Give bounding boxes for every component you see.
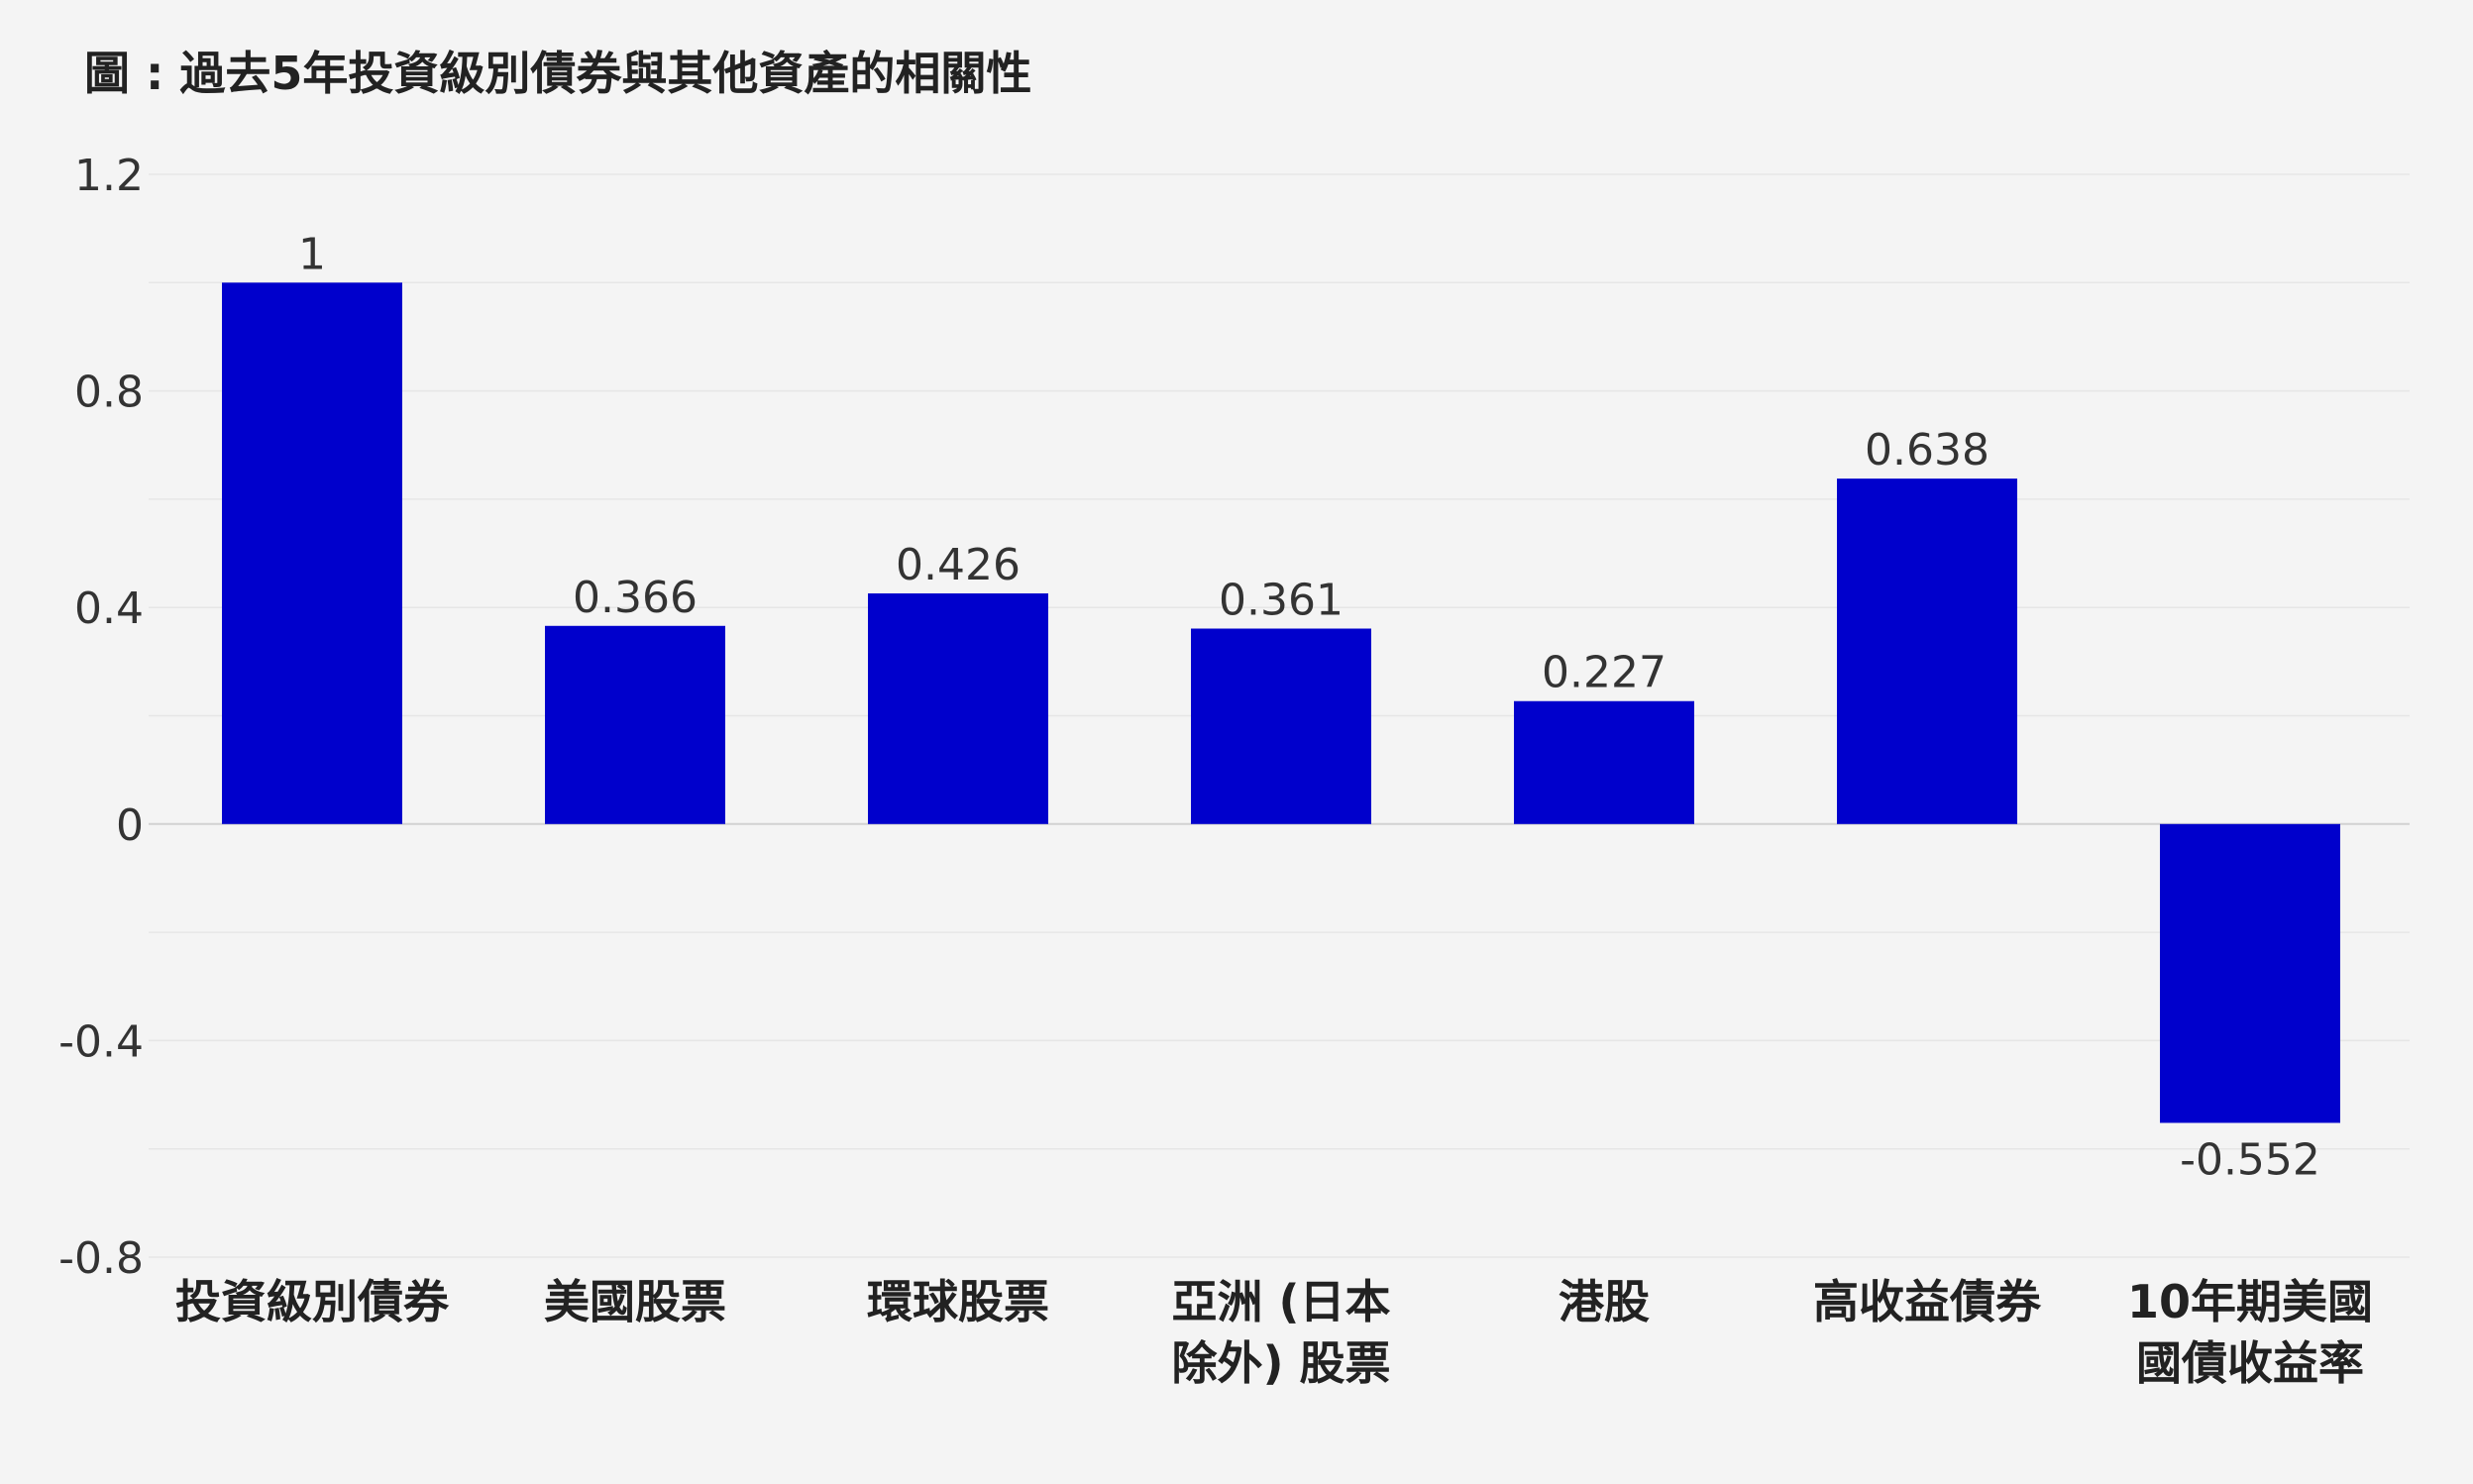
bar — [1837, 478, 2017, 824]
data-label: 0.227 — [1542, 648, 1667, 698]
category-label: 環球股票 — [867, 1275, 1049, 1328]
bar — [545, 625, 725, 824]
category-label: 10年期美國 — [2127, 1275, 2373, 1328]
y-tick-label: 1.2 — [74, 151, 144, 201]
y-tick-label: 0.8 — [74, 368, 144, 418]
data-label: 0.366 — [573, 573, 698, 623]
category-label: 除外) 股票 — [1171, 1336, 1390, 1390]
data-labels: 1 0.366 0.426 0.361 0.227 0.638 -0.552 — [298, 229, 2320, 1185]
category-label: 亞洲 (日本 — [1171, 1275, 1390, 1328]
data-label: -0.552 — [2180, 1134, 2320, 1185]
y-tick-label: 0.4 — [74, 583, 144, 634]
category-label: 港股 — [1559, 1275, 1650, 1328]
bars — [222, 282, 2340, 1123]
bar — [222, 282, 402, 824]
y-tick-label: 0 — [116, 800, 144, 851]
data-label: 0.638 — [1865, 425, 1989, 476]
data-label: 0.361 — [1219, 576, 1344, 626]
data-label: 0.426 — [896, 540, 1021, 590]
y-tick-label: -0.4 — [58, 1016, 144, 1067]
category-label: 美國股票 — [544, 1275, 726, 1328]
category-label: 投資級別債券 — [175, 1275, 450, 1328]
chart-title: 圖 : 過去5年投資級別債券與其他資產的相關性 — [84, 47, 1032, 100]
bar — [1191, 628, 1371, 824]
bar — [1514, 700, 1694, 824]
y-tick-label: -0.8 — [58, 1233, 144, 1284]
bar — [868, 592, 1048, 824]
data-label: 1 — [298, 229, 326, 279]
bar — [2160, 823, 2340, 1123]
grid-lines — [149, 173, 2410, 1258]
category-label: 高收益債券 — [1813, 1275, 2042, 1328]
category-label: 國債收益率 — [2136, 1336, 2364, 1390]
y-axis-ticks: 1.2 0.8 0.4 0 -0.4 -0.8 — [58, 151, 144, 1284]
